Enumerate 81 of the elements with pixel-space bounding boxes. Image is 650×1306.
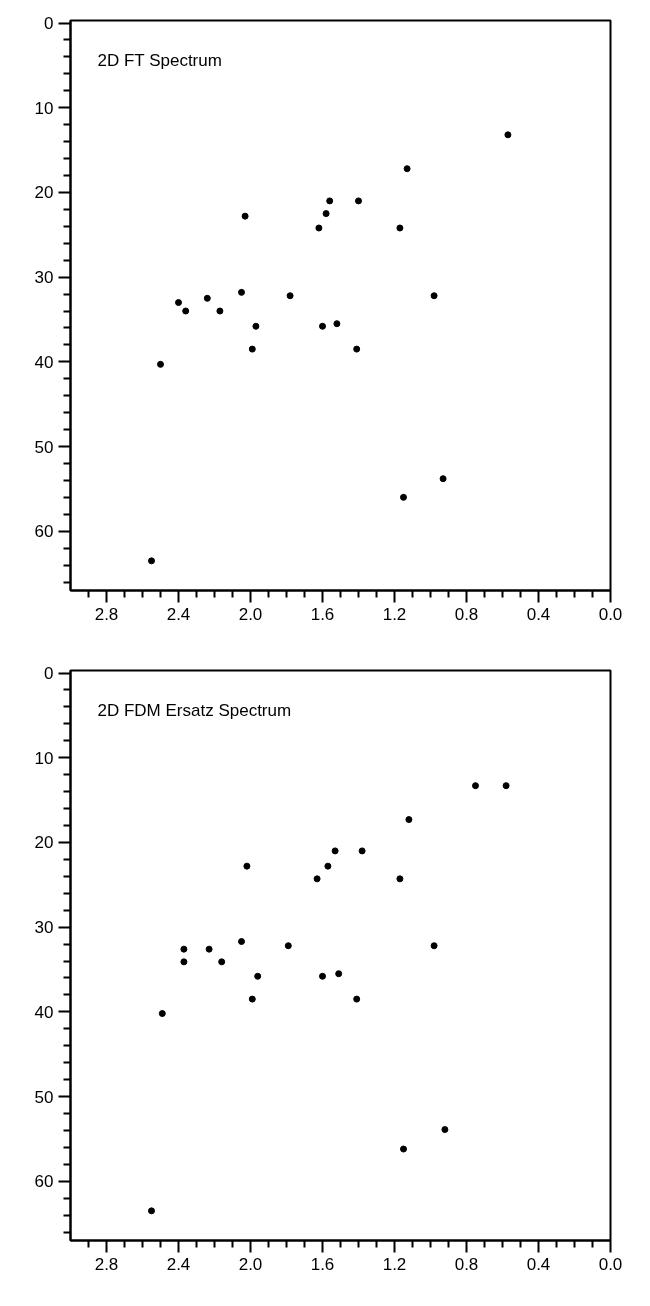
point	[430, 942, 438, 950]
point	[218, 958, 226, 966]
point	[430, 292, 438, 300]
point	[324, 862, 332, 870]
point	[148, 557, 155, 565]
point	[333, 320, 341, 328]
y-tick-label: 40	[34, 352, 54, 372]
x-tick-label: 0.8	[454, 604, 479, 624]
point	[313, 875, 321, 883]
point	[441, 1126, 449, 1134]
point	[315, 224, 323, 232]
point	[175, 299, 182, 307]
x-tick-label: 2.0	[238, 1254, 263, 1274]
point	[319, 322, 326, 330]
x-tick-label: 2.4	[166, 1254, 191, 1274]
y-tick-label: 30	[34, 268, 54, 288]
y-tick-label: 60	[34, 1172, 54, 1192]
point	[322, 210, 330, 218]
point	[400, 1145, 407, 1153]
point	[243, 862, 251, 870]
x-tick-label: 0.0	[598, 604, 623, 624]
y-tick-label: 20	[34, 833, 54, 853]
x-tick-label: 2.8	[94, 604, 119, 624]
x-tick-label: 2.4	[166, 604, 191, 624]
point	[158, 1010, 166, 1018]
text: 2D FT Spectrum	[97, 50, 222, 70]
x-tick-label: 2.0	[238, 604, 263, 624]
x-tick-label: 0.0	[598, 1254, 623, 1274]
point	[331, 847, 339, 855]
point	[180, 945, 188, 953]
x-tick-label: 1.6	[310, 1254, 335, 1274]
y-tick-label: 10	[34, 98, 54, 118]
point	[358, 847, 366, 855]
point	[157, 360, 164, 368]
y-tick-label: 10	[34, 748, 54, 768]
y-tick-label: 30	[34, 918, 54, 938]
point	[396, 875, 404, 883]
point	[400, 493, 407, 501]
point	[180, 958, 188, 966]
point	[335, 970, 343, 978]
point	[238, 288, 245, 296]
point	[238, 938, 245, 946]
y-tick-label: 20	[34, 183, 54, 203]
x-tick-label: 0.4	[526, 1254, 551, 1274]
point	[148, 1207, 155, 1215]
point	[248, 345, 256, 353]
point	[502, 782, 510, 790]
y-tick-label: 40	[34, 1002, 54, 1022]
point	[353, 345, 361, 353]
x-tick-label: 1.2	[382, 1254, 407, 1274]
point	[254, 972, 262, 980]
point	[182, 307, 190, 315]
text: 2D FDM Ersatz Spectrum	[97, 700, 292, 720]
point	[326, 197, 334, 205]
x-tick-label: 0.4	[526, 604, 551, 624]
point	[241, 212, 249, 220]
point	[284, 942, 292, 950]
x-tick-label: 1.2	[382, 604, 407, 624]
y-tick-label: 0	[44, 14, 54, 34]
point	[319, 972, 326, 980]
point	[396, 224, 404, 232]
point	[353, 995, 361, 1003]
point	[216, 307, 224, 315]
point	[248, 995, 256, 1003]
point	[472, 782, 479, 790]
point	[504, 131, 512, 139]
point	[286, 292, 294, 300]
point	[203, 294, 211, 302]
point	[403, 165, 411, 173]
y-tick-label: 50	[34, 437, 54, 457]
point	[355, 197, 362, 205]
y-tick-label: 50	[34, 1087, 54, 1107]
y-tick-label: 0	[44, 664, 54, 684]
x-tick-label: 2.8	[94, 1254, 119, 1274]
point	[252, 322, 260, 330]
x-tick-label: 0.8	[454, 1254, 479, 1274]
point	[205, 945, 213, 953]
point	[439, 475, 447, 483]
y-tick-label: 60	[34, 522, 54, 542]
x-tick-label: 1.6	[310, 604, 335, 624]
point	[405, 816, 413, 824]
